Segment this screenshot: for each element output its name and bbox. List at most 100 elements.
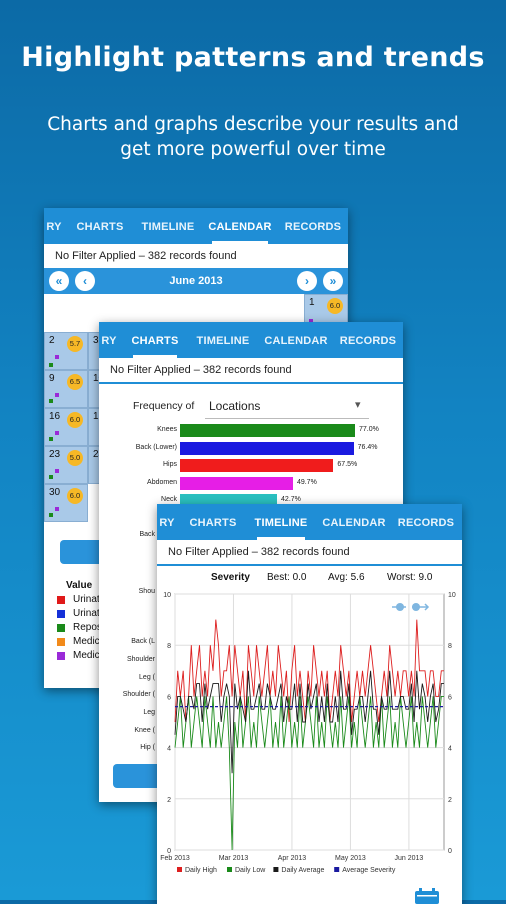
legend-swatch xyxy=(57,624,65,632)
bar-label: Hips xyxy=(162,461,177,469)
severity-title: Severity xyxy=(211,572,250,583)
marker-dot xyxy=(49,363,53,367)
day-number: 1 xyxy=(309,297,315,308)
month-bar: June 2013 « ‹ › » xyxy=(44,268,348,294)
day-number: 2 xyxy=(49,335,55,346)
legend-swatch xyxy=(57,596,65,604)
calendar-day[interactable]: 2 5.7 xyxy=(44,332,88,370)
marker-dot xyxy=(55,507,59,511)
calendar-day[interactable]: 23 5.0 xyxy=(44,446,88,484)
day-number: 9 xyxy=(49,373,55,384)
series-line xyxy=(174,695,444,851)
zoom-icon[interactable] xyxy=(390,601,430,613)
tab-calendar[interactable]: CALENDAR xyxy=(264,335,328,347)
charts-tab-bar: RY CHARTS TIMELINE CALENDAR RECORDS xyxy=(99,322,403,358)
tab-charts[interactable]: CHARTS xyxy=(189,517,237,529)
subheadline: Charts and graphs describe your results … xyxy=(47,114,459,160)
severity-best: Best: 0.0 xyxy=(267,572,307,583)
bar-label: Knees xyxy=(157,426,177,433)
filter-status: No Filter Applied – 382 records found xyxy=(157,540,462,566)
tab-records[interactable]: RECORDS xyxy=(339,335,397,347)
y-tick-label: 4 xyxy=(167,746,171,753)
tab-charts[interactable]: CHARTS xyxy=(76,221,124,233)
row-label: Back xyxy=(139,531,155,538)
bar-label: Abdomen xyxy=(147,478,177,486)
marker-dot xyxy=(49,513,53,517)
bar-value-label: 67.5% xyxy=(337,461,358,469)
frequency-bar xyxy=(180,476,293,490)
day-number: 30 xyxy=(49,487,61,498)
legend-title: Value xyxy=(66,580,93,591)
legend-swatch xyxy=(334,867,340,872)
calendar-day[interactable]: 16 6.0 xyxy=(44,408,88,446)
category-dropdown[interactable]: Locations xyxy=(209,399,261,413)
tab-timeline[interactable]: TIMELINE xyxy=(141,221,195,233)
legend-item: Urinat xyxy=(73,594,100,605)
bar-value-label: 42.7% xyxy=(281,496,301,504)
y-tick-label: 0 xyxy=(448,848,452,855)
legend-swatch xyxy=(273,867,279,872)
row-label: Leg ( xyxy=(139,674,155,681)
x-tick-label: May 2013 xyxy=(335,855,366,862)
dropdown-underline xyxy=(205,418,369,419)
marker-dot xyxy=(49,399,53,403)
calendar-day[interactable]: 30 6.0 xyxy=(44,484,88,522)
row-label: Hip ( xyxy=(140,744,155,751)
marker-dot xyxy=(49,475,53,479)
tab-summary[interactable]: RY xyxy=(101,335,117,347)
zoom-controls[interactable] xyxy=(390,600,430,612)
legend-item: Medic xyxy=(73,636,100,647)
y-tick-label: 8 xyxy=(167,643,171,650)
marker-dot xyxy=(55,355,59,359)
calendar-day[interactable]: 9 6.5 xyxy=(44,370,88,408)
calendar-tab-bar: RY CHARTS TIMELINE CALENDAR RECORDS xyxy=(44,208,348,244)
day-number: 10 xyxy=(93,373,104,384)
tab-timeline[interactable]: TIMELINE xyxy=(249,504,313,540)
next-month-button[interactable]: › xyxy=(297,271,317,291)
legend-swatch xyxy=(57,638,65,646)
row-label: Knee ( xyxy=(134,727,155,734)
tab-records[interactable]: RECORDS xyxy=(284,221,342,233)
prev-month-button[interactable]: ‹ xyxy=(75,271,95,291)
tab-records[interactable]: RECORDS xyxy=(397,517,455,529)
tab-summary[interactable]: RY xyxy=(159,517,175,529)
headline: Highlight patterns and trends xyxy=(21,42,485,73)
legend-label: Daily Average xyxy=(281,867,324,874)
y-tick-label: 2 xyxy=(167,797,171,804)
last-month-button[interactable]: » xyxy=(323,271,343,291)
day-number: 16 xyxy=(49,411,61,422)
legend-swatch xyxy=(227,867,232,872)
tab-calendar[interactable]: CALENDAR xyxy=(322,517,386,529)
filter-status: No Filter Applied – 382 records found xyxy=(44,244,348,270)
tab-summary[interactable]: RY xyxy=(46,221,62,233)
severity-badge: 6.0 xyxy=(327,298,343,314)
severity-badge: 6.0 xyxy=(67,412,83,428)
legend-item: Urinat xyxy=(73,608,100,619)
dropdown-arrow-icon[interactable]: ▾ xyxy=(355,399,361,411)
severity-badge: 5.7 xyxy=(67,336,83,352)
marker-dot xyxy=(309,319,313,323)
legend-item: Medic xyxy=(73,650,100,661)
tab-timeline[interactable]: TIMELINE xyxy=(196,335,250,347)
series-line xyxy=(174,670,444,774)
calendar-icon[interactable] xyxy=(414,888,440,904)
legend-swatch xyxy=(57,610,65,618)
tab-charts[interactable]: CHARTS xyxy=(125,322,185,358)
row-label: Back (L xyxy=(131,638,155,645)
frequency-bar xyxy=(180,424,355,437)
legend-item: Repos xyxy=(73,622,102,633)
first-month-button[interactable]: « xyxy=(49,271,69,291)
marker-dot xyxy=(49,437,53,441)
series-line xyxy=(174,619,444,723)
legend-label: Daily High xyxy=(185,867,217,874)
tab-calendar[interactable]: CALENDAR xyxy=(204,208,276,244)
row-label: Shoulder ( xyxy=(122,691,155,698)
bar-label: Neck xyxy=(161,496,177,504)
y-tick-label: 10 xyxy=(448,592,456,599)
severity-badge: 6.0 xyxy=(67,488,83,504)
row-label: Shoulder xyxy=(126,656,155,663)
legend-label: Average Severity xyxy=(342,867,396,874)
day-number: 23 xyxy=(49,449,61,460)
marker-dot xyxy=(55,393,59,397)
legend-swatch xyxy=(177,867,182,872)
